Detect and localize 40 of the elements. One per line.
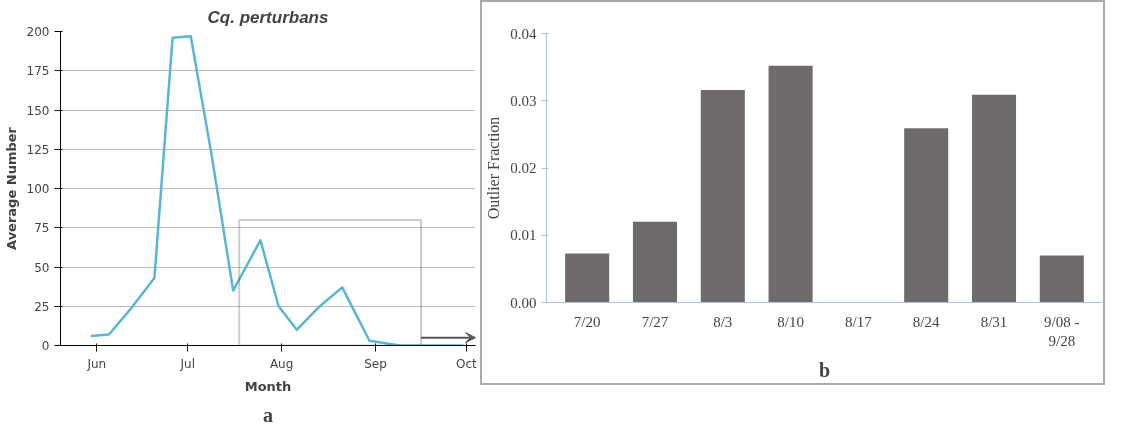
y-tick-label: 0.00 bbox=[510, 294, 537, 311]
bar bbox=[971, 94, 1017, 303]
x-tick-label: 8/24 bbox=[912, 313, 941, 330]
x-tick-label: Aug bbox=[269, 356, 294, 371]
y-tick-label: 50 bbox=[34, 260, 50, 275]
y-tick-label: 0 bbox=[41, 339, 50, 353]
y-tick-label: 0.02 bbox=[510, 160, 537, 176]
x-tick-label: Jun bbox=[86, 356, 107, 371]
x-tick-label: 8/10 bbox=[777, 313, 804, 330]
bar bbox=[1039, 255, 1084, 303]
bar bbox=[768, 65, 813, 303]
bar bbox=[904, 128, 949, 303]
y-tick-label: 100 bbox=[26, 182, 50, 196]
x-tick-label: 8/3 bbox=[713, 313, 733, 330]
x-tick-label: Oct bbox=[456, 356, 478, 371]
x-tick-label: 8/31 bbox=[980, 313, 1008, 330]
text: b bbox=[818, 358, 831, 381]
y-tick-label: 0.03 bbox=[510, 92, 537, 109]
x-tick-label: Sep bbox=[364, 356, 387, 371]
x-tick-label: 7/27 bbox=[641, 313, 669, 330]
y-tick-label: 75 bbox=[34, 221, 50, 236]
x-tick-label: 8/17 bbox=[845, 313, 873, 330]
bar bbox=[632, 221, 678, 303]
y-axis-title: Outlier Fraction bbox=[485, 116, 503, 220]
y-tick-label: 0.01 bbox=[510, 227, 537, 244]
y-tick-label: 200 bbox=[26, 25, 50, 39]
x-axis-title: Month bbox=[244, 378, 292, 394]
y-tick-label: 25 bbox=[34, 299, 50, 314]
x-tick-label: Jul bbox=[179, 356, 195, 371]
x-tick-label: 9/08 - 9/28 bbox=[1044, 313, 1080, 349]
y-axis-title: Average Number bbox=[3, 126, 19, 250]
text: a bbox=[263, 403, 273, 426]
y-tick-label: 0.04 bbox=[510, 25, 537, 42]
y-tick-label: 125 bbox=[26, 142, 50, 157]
chart-title: Cq. perturbans bbox=[207, 7, 329, 27]
bar bbox=[700, 89, 745, 303]
x-tick-label: 7/20 bbox=[573, 313, 601, 330]
bar bbox=[565, 253, 610, 303]
y-tick-label: 150 bbox=[26, 103, 50, 118]
y-tick-label: 175 bbox=[26, 64, 50, 79]
